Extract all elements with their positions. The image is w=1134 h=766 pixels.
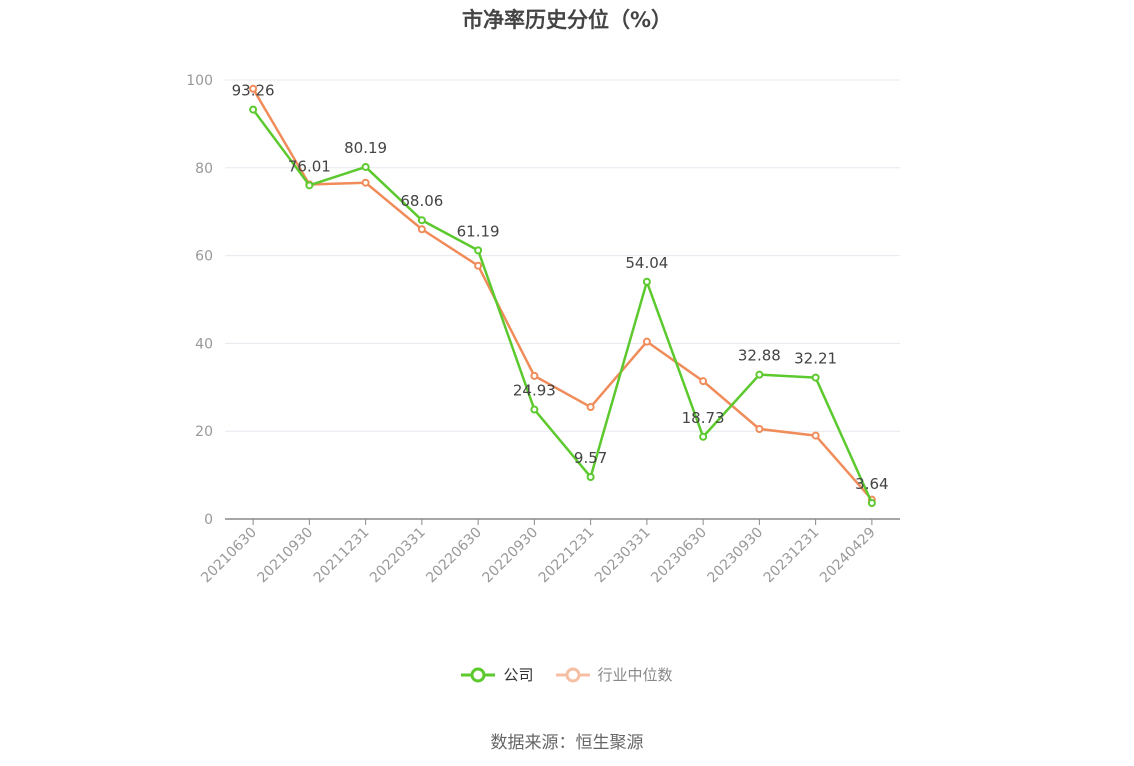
data-point-company[interactable] xyxy=(361,162,370,171)
x-tick-label: 20210930 xyxy=(254,525,316,587)
data-label: 76.01 xyxy=(288,157,331,175)
x-tick-label: 20230331 xyxy=(592,525,654,587)
y-tick-label: 20 xyxy=(195,424,213,440)
x-tick-label: 20220331 xyxy=(367,525,429,587)
data-labels: 93.26 76.01 80.19 68.06 61.19 24.93 9.57 54.04 1… xyxy=(232,82,889,493)
x-tick-label: 20220630 xyxy=(423,525,485,587)
x-tick-label: 20230930 xyxy=(704,525,766,587)
x-tick-label: 20231231 xyxy=(761,525,823,587)
data-label: 18.73 xyxy=(682,409,725,427)
x-tick-label: 20230630 xyxy=(648,525,710,587)
y-tick-label: 0 xyxy=(204,512,213,528)
y-tick-label: 80 xyxy=(195,161,213,177)
data-point-company[interactable] xyxy=(642,277,651,286)
legend-item-industry[interactable]: 行业中位数 xyxy=(555,664,673,685)
legend-company-icon xyxy=(461,667,496,682)
data-point-industry[interactable] xyxy=(249,84,258,93)
data-point-industry[interactable] xyxy=(642,337,651,346)
data-point-industry[interactable] xyxy=(417,225,426,234)
data-point-industry[interactable] xyxy=(755,425,764,434)
data-point-industry[interactable] xyxy=(530,371,539,380)
data-label: 80.19 xyxy=(344,139,387,157)
y-tick-label: 40 xyxy=(195,336,213,352)
legend-industry-icon xyxy=(555,667,590,682)
data-point-company[interactable] xyxy=(417,216,426,225)
data-point-industry[interactable] xyxy=(361,178,370,187)
data-point-industry[interactable] xyxy=(811,431,820,440)
x-tick-label: 20240429 xyxy=(817,525,879,587)
y-axis-labels: 0 20 40 60 80 100 xyxy=(186,73,213,528)
data-label: 32.21 xyxy=(794,350,837,368)
data-point-company[interactable] xyxy=(755,370,764,379)
x-axis: 2021063020210930202112312022033120220630… xyxy=(198,518,900,587)
chart-title: 市净率历史分位（%） xyxy=(461,8,673,32)
legend-item-company[interactable]: 公司 xyxy=(461,664,534,685)
data-point-company[interactable] xyxy=(586,472,595,481)
x-tick-label: 20211231 xyxy=(311,525,373,587)
data-point-industry[interactable] xyxy=(474,261,483,270)
data-source: 数据来源：恒生聚源 xyxy=(490,733,644,753)
x-tick-label: 20220930 xyxy=(479,525,541,587)
series-line-company xyxy=(252,108,874,504)
data-point-industry[interactable] xyxy=(586,403,595,412)
y-tick-label: 60 xyxy=(195,249,213,265)
data-label: 9.57 xyxy=(574,449,607,467)
data-point-company[interactable] xyxy=(867,499,876,508)
data-point-company[interactable] xyxy=(530,405,539,414)
legend: 公司 行业中位数 xyxy=(0,664,1134,685)
data-point-company[interactable] xyxy=(474,246,483,255)
data-label: 93.26 xyxy=(232,82,275,100)
x-tick-label: 20221231 xyxy=(536,525,598,587)
data-label: 61.19 xyxy=(457,222,500,240)
legend-industry-label: 行业中位数 xyxy=(597,666,673,684)
data-point-company[interactable] xyxy=(305,181,314,190)
grid-lines xyxy=(225,79,900,432)
data-point-company[interactable] xyxy=(699,432,708,441)
data-label: 54.04 xyxy=(625,254,668,272)
series-lines xyxy=(249,84,876,508)
data-label: 68.06 xyxy=(400,192,443,210)
x-tick-label: 20210630 xyxy=(198,525,260,587)
y-tick-label: 100 xyxy=(186,73,213,89)
legend-company-label: 公司 xyxy=(503,666,534,684)
data-label: 24.93 xyxy=(513,382,556,400)
series-line-industry xyxy=(252,88,873,501)
data-point-industry[interactable] xyxy=(699,377,708,386)
data-label: 32.88 xyxy=(738,347,781,365)
data-point-company[interactable] xyxy=(249,105,258,114)
data-point-company[interactable] xyxy=(811,373,820,382)
data-label: 3.64 xyxy=(855,475,888,493)
